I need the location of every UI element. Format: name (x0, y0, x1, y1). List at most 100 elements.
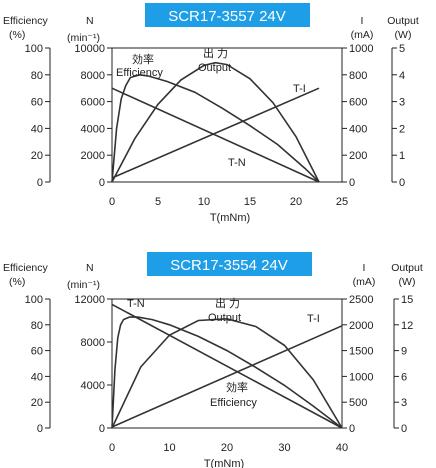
motor-chart-1: SCR17-3557 24V Efficiency (%) N (min⁻¹) … (3, 3, 419, 224)
efficiency-tick-label: 100 (25, 294, 43, 306)
x-tick-label: 5 (155, 196, 161, 208)
efficiency-tick-label: 80 (31, 320, 43, 332)
ti-curve (111, 325, 343, 428)
efficiency-tick-label: 0 (37, 423, 43, 435)
tick-group: 0204060801000400080001200005001000150020… (25, 294, 414, 454)
x-tick-label: 0 (109, 442, 115, 454)
output-tick-label: 9 (401, 346, 407, 358)
current-tick-label: 1000 (349, 43, 373, 55)
ti-curve (111, 87, 320, 179)
output-tick-label: 2 (399, 123, 405, 135)
output-tick-label: 0 (401, 423, 407, 435)
chart-svg: SCR17-3554 24V Efficiency (%) N (min⁻¹) … (3, 252, 423, 468)
efficiency-axis-unit: (%) (9, 276, 25, 288)
tn-label: T-N (228, 157, 246, 169)
speed-axis-unit: (min⁻¹) (67, 279, 100, 291)
output-label-en: Output (208, 312, 241, 324)
speed-tick-label: 2000 (81, 150, 105, 162)
x-tick-label: 0 (109, 196, 115, 208)
efficiency-label-ja: 効率 (132, 52, 154, 66)
efficiency-tick-label: 40 (31, 371, 43, 383)
output-tick-label: 1 (399, 150, 405, 162)
current-tick-label: 400 (349, 123, 367, 135)
output-label-ja: 出 力 (203, 46, 228, 60)
tn-curve (111, 303, 343, 429)
current-axis-header: I (363, 262, 366, 274)
tn-curve (111, 87, 320, 183)
output-tick-label: 6 (401, 371, 407, 383)
chart-title: SCR17-3557 24V (168, 8, 286, 25)
speed-axis-header: N (86, 262, 94, 274)
efficiency-axis-unit: (%) (9, 29, 25, 41)
efficiency-tick-label: 60 (31, 346, 43, 358)
output-tick-label: 0 (399, 177, 405, 189)
speed-axis-unit: (min⁻¹) (67, 32, 100, 44)
x-tick-label: 20 (290, 196, 302, 208)
output-label-ja: 出 力 (215, 296, 240, 310)
speed-tick-label: 8000 (81, 70, 105, 82)
current-tick-label: 2000 (349, 320, 373, 332)
x-tick-label: 30 (278, 442, 290, 454)
efficiency-curve (111, 316, 343, 429)
chart-title: SCR17-3554 24V (170, 257, 288, 274)
ti-label: T-I (307, 313, 320, 325)
efficiency-tick-label: 20 (31, 397, 43, 409)
efficiency-tick-label: 60 (31, 97, 43, 109)
output-tick-label: 12 (401, 320, 413, 332)
efficiency-tick-label: 0 (37, 177, 43, 189)
speed-tick-label: 6000 (81, 97, 105, 109)
current-tick-label: 0 (349, 177, 355, 189)
output-tick-label: 5 (399, 43, 405, 55)
output-curve (111, 61, 320, 183)
chart-svg: SCR17-3557 24V Efficiency (%) N (min⁻¹) … (3, 3, 419, 224)
current-axis-unit: (mA) (353, 276, 376, 288)
efficiency-tick-label: 40 (31, 123, 43, 135)
current-tick-label: 500 (349, 397, 367, 409)
efficiency-tick-label: 20 (31, 150, 43, 162)
efficiency-tick-label: 100 (25, 43, 43, 55)
current-tick-label: 2500 (349, 294, 373, 306)
speed-tick-label: 8000 (81, 337, 105, 349)
motor-chart-2: SCR17-3554 24V Efficiency (%) N (min⁻¹) … (0, 234, 436, 468)
output-label-en: Output (198, 62, 231, 74)
ti-label: T-I (293, 83, 306, 95)
x-tick-label: 20 (221, 442, 233, 454)
output-axis-header: Output (391, 262, 423, 274)
x-tick-label: 10 (198, 196, 210, 208)
efficiency-axis-header: Efficiency (3, 262, 48, 274)
efficiency-label-en: Efficiency (210, 397, 257, 409)
output-tick-label: 3 (399, 97, 405, 109)
current-axis-unit: (mA) (351, 29, 374, 41)
current-tick-label: 200 (349, 150, 367, 162)
curve-group (111, 61, 320, 183)
x-axis-label: T(mNm) (210, 212, 250, 224)
current-axis-header: I (361, 15, 364, 27)
output-curve (111, 317, 343, 429)
output-tick-label: 15 (401, 294, 413, 306)
speed-axis-header: N (86, 15, 94, 27)
current-tick-label: 600 (349, 97, 367, 109)
title-box (147, 252, 312, 276)
efficiency-curve (111, 73, 320, 183)
speed-tick-label: 4000 (81, 380, 105, 392)
efficiency-tick-label: 80 (31, 70, 43, 82)
x-axis-label: T(mNm) (204, 458, 244, 468)
speed-tick-label: 12000 (74, 294, 105, 306)
tn-label: T-N (127, 298, 145, 310)
output-axis-header: Output (387, 15, 419, 27)
output-tick-label: 3 (401, 397, 407, 409)
x-tick-label: 40 (336, 442, 348, 454)
title-box (145, 3, 310, 27)
speed-tick-label: 4000 (81, 123, 105, 135)
x-tick-label: 25 (336, 196, 348, 208)
efficiency-label-ja: 効率 (226, 380, 248, 394)
efficiency-label-en: Efficiency (116, 67, 163, 79)
output-axis-unit: (W) (399, 276, 416, 288)
tick-group: 0204060801000200040006000800010000020040… (25, 43, 405, 208)
current-tick-label: 0 (349, 423, 355, 435)
efficiency-axis-header: Efficiency (3, 15, 48, 27)
output-axis-unit: (W) (395, 29, 412, 41)
speed-tick-label: 10000 (74, 43, 105, 55)
current-tick-label: 800 (349, 70, 367, 82)
output-tick-label: 4 (399, 70, 405, 82)
